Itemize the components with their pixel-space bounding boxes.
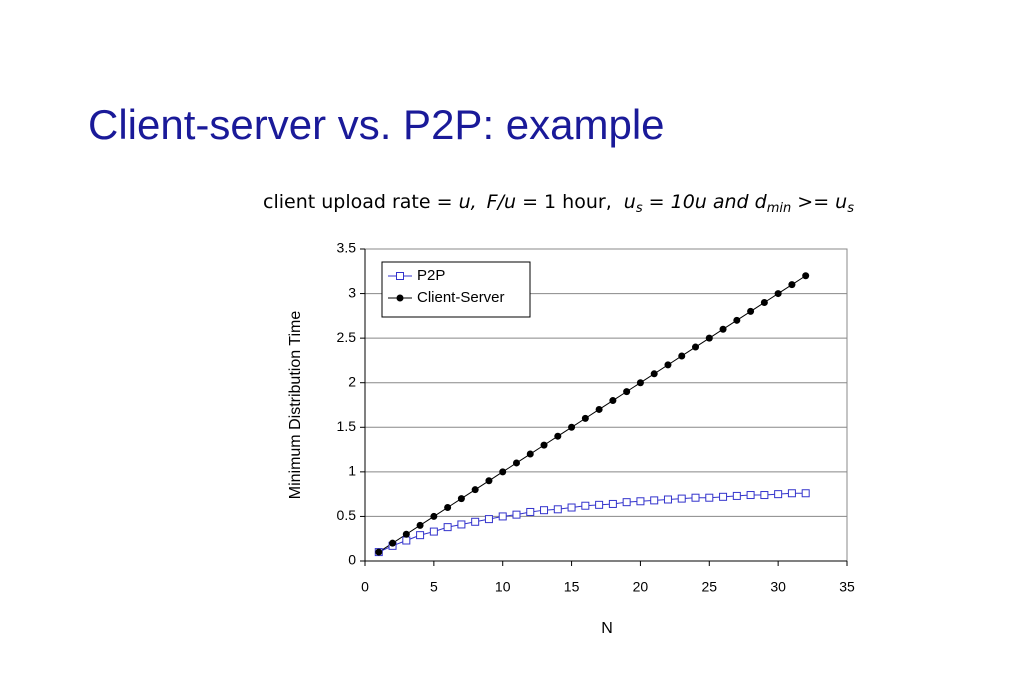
data-point <box>747 307 755 315</box>
data-point <box>705 493 714 502</box>
data-point <box>498 512 507 521</box>
data-point <box>499 468 507 476</box>
legend-marker <box>396 272 404 280</box>
legend-box <box>381 261 531 318</box>
y-tick-label: 3.5 <box>337 240 357 256</box>
data-point <box>526 450 534 458</box>
data-point <box>540 441 548 449</box>
y-tick-label: 0 <box>348 552 356 568</box>
data-point <box>567 503 576 512</box>
subtitle-part: u, <box>459 191 477 213</box>
data-point <box>664 361 672 369</box>
data-point <box>457 495 465 503</box>
data-point <box>774 490 783 499</box>
data-point <box>608 499 617 508</box>
data-point <box>568 423 576 431</box>
x-tick-label: 35 <box>839 579 855 595</box>
data-point <box>485 477 493 485</box>
data-point <box>540 506 549 515</box>
subtitle-part: s <box>636 201 643 216</box>
x-tick-label: 20 <box>633 579 649 595</box>
subtitle-part: = 10u and d <box>643 191 768 213</box>
data-point <box>650 370 658 378</box>
data-point <box>595 405 603 413</box>
subtitle: client upload rate = u, F/u = 1 hour, us … <box>263 191 854 216</box>
subtitle-part: = 1 hour, <box>516 191 618 213</box>
subtitle-part: min <box>767 201 792 216</box>
data-point <box>622 498 631 507</box>
x-tick-label: 5 <box>430 579 438 595</box>
data-point <box>416 521 424 529</box>
slide-title: Client-server vs. P2P: example <box>88 101 665 148</box>
data-point <box>471 486 479 494</box>
data-point <box>471 517 480 526</box>
data-point <box>554 432 562 440</box>
data-point <box>402 536 411 545</box>
data-point <box>375 548 383 556</box>
y-tick-label: 1.5 <box>337 418 357 434</box>
data-point <box>609 397 617 405</box>
data-point <box>650 496 659 505</box>
legend-label: P2P <box>417 267 445 284</box>
data-point <box>457 520 466 529</box>
data-point <box>595 500 604 509</box>
data-point <box>443 523 452 532</box>
data-point <box>719 492 728 501</box>
data-point <box>623 388 631 396</box>
x-tick-label: 15 <box>564 579 580 595</box>
data-point <box>691 493 700 502</box>
data-point <box>774 290 782 298</box>
data-point <box>389 539 397 547</box>
legend-marker <box>396 294 404 302</box>
y-tick-label: 2 <box>348 373 356 389</box>
y-axis-title: Minimum Distribution Time <box>287 311 304 500</box>
data-point <box>636 379 644 387</box>
data-point <box>444 504 452 512</box>
y-tick-label: 0.5 <box>337 507 357 523</box>
data-point <box>581 414 589 422</box>
data-point <box>402 530 410 538</box>
data-point <box>636 497 645 506</box>
subtitle-part: s <box>847 201 854 216</box>
data-point <box>692 343 700 351</box>
data-point <box>416 531 425 540</box>
data-point <box>526 507 535 516</box>
subtitle-part: u <box>624 191 636 213</box>
legend-label: Client-Server <box>417 289 505 306</box>
y-tick-label: 3 <box>348 284 356 300</box>
data-point <box>663 495 672 504</box>
data-point <box>746 491 755 500</box>
data-point <box>760 491 769 500</box>
subtitle-part: client upload rate = <box>263 191 459 213</box>
data-point <box>732 491 741 500</box>
x-tick-label: 25 <box>701 579 717 595</box>
subtitle-part: F/u <box>487 191 516 213</box>
data-point <box>788 281 796 289</box>
data-point <box>760 298 768 306</box>
y-tick-label: 1 <box>348 463 356 479</box>
data-point <box>512 459 520 467</box>
data-point <box>705 334 713 342</box>
x-tick-label: 10 <box>495 579 511 595</box>
data-point <box>581 501 590 510</box>
data-point <box>512 510 521 519</box>
data-point <box>719 325 727 333</box>
data-point <box>787 489 796 498</box>
x-tick-label: 0 <box>361 579 369 595</box>
data-point <box>801 489 810 498</box>
data-point <box>429 527 438 536</box>
data-point <box>553 505 562 514</box>
x-axis-title: N <box>601 620 613 637</box>
x-tick-label: 30 <box>770 579 786 595</box>
data-point <box>678 352 686 360</box>
data-point <box>733 316 741 324</box>
data-point <box>430 512 438 520</box>
data-point <box>484 515 493 524</box>
subtitle-part: >= u <box>791 191 847 213</box>
y-tick-label: 2.5 <box>337 329 357 345</box>
data-point <box>677 494 686 503</box>
data-point <box>802 272 810 280</box>
